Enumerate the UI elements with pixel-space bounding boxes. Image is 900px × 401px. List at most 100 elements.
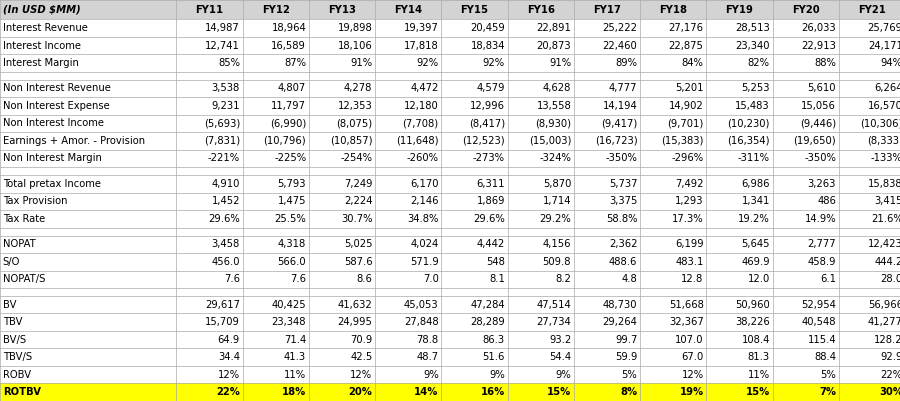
Bar [176, 167, 243, 175]
Bar [640, 348, 706, 366]
Text: 67.0: 67.0 [681, 352, 704, 362]
Bar [375, 383, 441, 401]
Bar [508, 132, 574, 150]
Text: 107.0: 107.0 [675, 335, 704, 345]
Text: 15%: 15% [745, 387, 770, 397]
Bar [375, 253, 441, 271]
Bar [508, 0, 574, 19]
Bar [243, 271, 309, 288]
Bar [0, 271, 176, 288]
Bar [309, 72, 375, 80]
Text: 7%: 7% [819, 387, 836, 397]
Bar [176, 383, 243, 401]
Text: (9,417): (9,417) [601, 118, 637, 128]
Bar [309, 253, 375, 271]
Text: (8,333): (8,333) [867, 136, 900, 146]
Bar [375, 132, 441, 150]
Text: 3,375: 3,375 [609, 196, 637, 207]
Bar [574, 175, 640, 192]
Text: 71.4: 71.4 [284, 335, 306, 345]
Bar [309, 383, 375, 401]
Bar [772, 271, 839, 288]
Text: FY11: FY11 [195, 5, 223, 14]
Text: 12%: 12% [681, 370, 704, 380]
Bar [176, 296, 243, 314]
Bar [772, 167, 839, 175]
Text: 54.4: 54.4 [549, 352, 572, 362]
Text: 7.6: 7.6 [224, 274, 240, 284]
Bar [176, 115, 243, 132]
Text: 509.8: 509.8 [543, 257, 572, 267]
Text: 5%: 5% [622, 370, 637, 380]
Text: 14,987: 14,987 [205, 23, 240, 33]
Text: NOPAT/S: NOPAT/S [3, 274, 45, 284]
Bar [574, 19, 640, 37]
Bar [640, 97, 706, 115]
Bar [441, 210, 508, 228]
Bar [772, 210, 839, 228]
Bar [574, 72, 640, 80]
Text: 3,263: 3,263 [807, 179, 836, 189]
Text: 6,170: 6,170 [410, 179, 438, 189]
Bar [706, 228, 772, 235]
Text: 59.9: 59.9 [615, 352, 637, 362]
Bar [706, 296, 772, 314]
Bar [375, 192, 441, 210]
Bar [839, 210, 900, 228]
Text: 15,056: 15,056 [801, 101, 836, 111]
Text: FY17: FY17 [593, 5, 621, 14]
Bar [0, 253, 176, 271]
Text: Non Interest Income: Non Interest Income [3, 118, 104, 128]
Bar [176, 97, 243, 115]
Text: 2,224: 2,224 [344, 196, 373, 207]
Bar [375, 0, 441, 19]
Bar [839, 314, 900, 331]
Bar [640, 0, 706, 19]
Bar [441, 228, 508, 235]
Bar [243, 97, 309, 115]
Text: 9,231: 9,231 [212, 101, 240, 111]
Text: 4,156: 4,156 [543, 239, 572, 249]
Bar [309, 37, 375, 54]
Bar [574, 271, 640, 288]
Text: (16,723): (16,723) [595, 136, 637, 146]
Text: 92%: 92% [417, 58, 438, 68]
Text: 2,362: 2,362 [609, 239, 637, 249]
Text: 42.5: 42.5 [350, 352, 373, 362]
Bar [839, 235, 900, 253]
Text: (10,857): (10,857) [330, 136, 373, 146]
Bar [508, 19, 574, 37]
Bar [640, 228, 706, 235]
Text: 27,734: 27,734 [536, 317, 572, 327]
Text: 15,483: 15,483 [735, 101, 770, 111]
Bar [176, 288, 243, 296]
Bar [176, 192, 243, 210]
Text: (8,417): (8,417) [469, 118, 505, 128]
Bar [243, 167, 309, 175]
Bar [706, 253, 772, 271]
Text: Total pretax Income: Total pretax Income [3, 179, 101, 189]
Text: 5,201: 5,201 [675, 83, 704, 93]
Bar [0, 331, 176, 348]
Bar [772, 19, 839, 37]
Text: 28,289: 28,289 [470, 317, 505, 327]
Bar [309, 192, 375, 210]
Text: 15%: 15% [547, 387, 572, 397]
Bar [772, 37, 839, 54]
Bar [706, 167, 772, 175]
Text: 58.8%: 58.8% [606, 214, 637, 224]
Text: 32,367: 32,367 [669, 317, 704, 327]
Text: 20,459: 20,459 [470, 23, 505, 33]
Text: 30.7%: 30.7% [341, 214, 373, 224]
Bar [574, 314, 640, 331]
Bar [508, 72, 574, 80]
Bar [375, 19, 441, 37]
Bar [176, 228, 243, 235]
Bar [375, 210, 441, 228]
Text: 21.6%: 21.6% [871, 214, 900, 224]
Bar [772, 175, 839, 192]
Bar [839, 54, 900, 72]
Bar [243, 288, 309, 296]
Bar [375, 150, 441, 167]
Bar [508, 288, 574, 296]
